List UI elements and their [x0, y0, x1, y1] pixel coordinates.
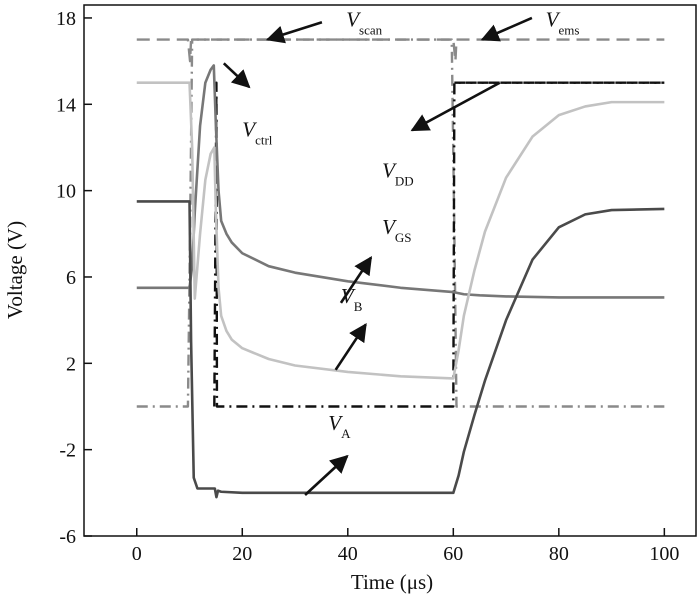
x-tick-label: 0 [132, 543, 142, 565]
y-tick-label: 2 [66, 353, 76, 375]
annotation-label-vems: Vems [546, 8, 580, 38]
series-line-vb [136, 81, 665, 380]
series-line-va [136, 200, 665, 499]
annotation-label-vscan: Vscan [346, 8, 382, 38]
annotation-arrow-vems [480, 16, 533, 42]
y-axis-title: Voltage (V) [3, 221, 27, 319]
annotation-layer: Vscan Vems Vctrl VDD VGS VB VA [222, 8, 580, 496]
x-axis-title: Time (μs) [351, 570, 433, 594]
y-tick-label: 18 [56, 8, 76, 30]
x-tick-label: 80 [549, 543, 569, 565]
plot-frame [83, 4, 697, 537]
x-tick-label: 40 [338, 543, 358, 565]
series-line-vscan [136, 38, 665, 63]
x-tick-label: 20 [232, 543, 252, 565]
y-tick-label: -6 [59, 526, 76, 548]
annotation-arrow-vctrl [222, 62, 251, 89]
annotation-label-vgs: VGS [382, 215, 411, 245]
series-line-vems [136, 38, 665, 408]
y-tick-label: -2 [59, 440, 76, 462]
annotation-arrow-vb [334, 322, 367, 371]
annotation-arrow-va [304, 454, 349, 496]
annotation-arrow-vgs [339, 256, 373, 304]
series-layer [136, 38, 665, 499]
x-tick-label: 60 [443, 543, 463, 565]
series-line-vctrl [213, 81, 665, 408]
x-tick-label: 100 [649, 543, 679, 565]
annotation-label-vb: VB [341, 284, 363, 314]
annotation-label-vctrl: Vctrl [242, 118, 273, 148]
series-line-vgs [136, 64, 665, 299]
annotation-arrow-vscan [265, 21, 323, 44]
annotation-label-va: VA [328, 411, 351, 441]
y-tick-label: 6 [66, 267, 76, 289]
annotation-label-vdd: VDD [382, 159, 414, 189]
y-tick-label: 10 [56, 181, 76, 203]
y-tick-label: 14 [56, 94, 76, 116]
annotation-arrow-vdd [410, 81, 501, 132]
tick-layer: 0 20 40 60 80 100 -6 -2 2 6 10 14 18 [56, 8, 679, 565]
